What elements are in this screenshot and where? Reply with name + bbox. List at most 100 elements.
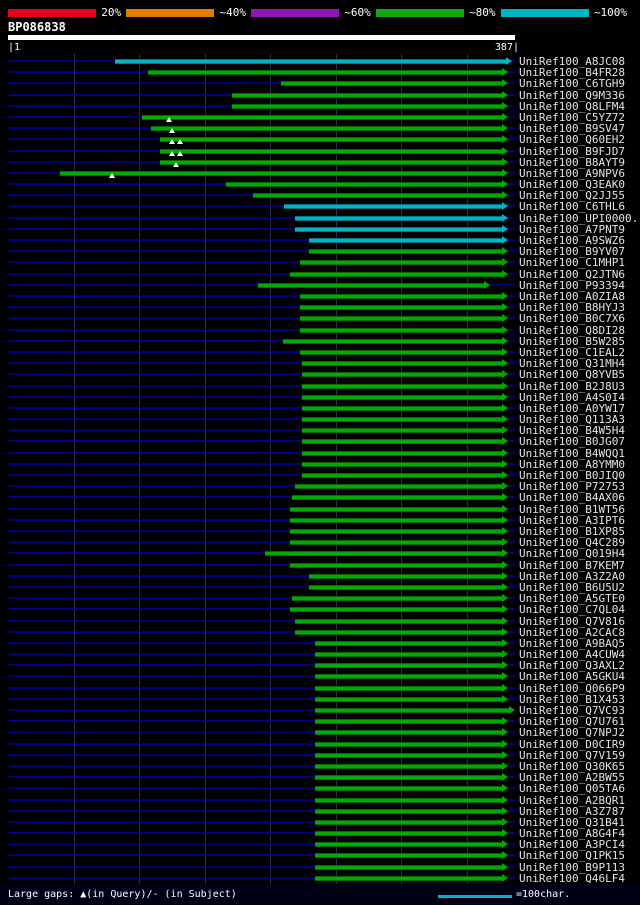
hsp-arrowhead-icon[interactable] bbox=[502, 638, 509, 647]
hsp-arrowhead-icon[interactable] bbox=[502, 817, 509, 826]
hsp-bar[interactable] bbox=[314, 808, 503, 814]
hsp-bar[interactable] bbox=[160, 148, 503, 154]
hsp-arrowhead-icon[interactable] bbox=[502, 806, 509, 815]
hsp-bar[interactable] bbox=[300, 327, 503, 333]
hsp-arrowhead-icon[interactable] bbox=[502, 202, 509, 211]
hsp-arrowhead-icon[interactable] bbox=[502, 694, 509, 703]
hsp-bar[interactable] bbox=[314, 652, 503, 658]
hsp-arrowhead-icon[interactable] bbox=[502, 79, 509, 88]
hit-label[interactable]: UniRef100_Q30K65 bbox=[519, 759, 625, 773]
hsp-arrowhead-icon[interactable] bbox=[509, 706, 515, 715]
hit-label[interactable]: UniRef100_A3Z787 bbox=[519, 804, 625, 818]
hit-label[interactable]: UniRef100_B1XP85 bbox=[519, 524, 625, 538]
hsp-bar[interactable] bbox=[253, 193, 503, 199]
hit-label[interactable]: UniRef100_A8G4F4 bbox=[519, 827, 625, 841]
hsp-arrowhead-icon[interactable] bbox=[502, 862, 509, 871]
hsp-bar[interactable] bbox=[289, 517, 503, 523]
hit-label[interactable]: UniRef100_B4FR28 bbox=[519, 66, 625, 80]
hsp-arrowhead-icon[interactable] bbox=[502, 515, 509, 524]
hit-label[interactable]: UniRef100_A9NPV6 bbox=[519, 166, 625, 180]
hit-label[interactable]: UniRef100_A3Z2A0 bbox=[519, 569, 625, 583]
hsp-bar[interactable] bbox=[314, 864, 503, 870]
hsp-arrowhead-icon[interactable] bbox=[502, 683, 509, 692]
hit-label[interactable]: UniRef100_C6THL6 bbox=[519, 200, 625, 214]
hit-label[interactable]: UniRef100_P93394 bbox=[519, 278, 625, 292]
hsp-arrowhead-icon[interactable] bbox=[502, 213, 509, 222]
hit-label[interactable]: UniRef100_A8JC08 bbox=[519, 55, 625, 68]
hit-label[interactable]: UniRef100_A9BAQ5 bbox=[519, 636, 625, 650]
hsp-bar[interactable] bbox=[115, 59, 507, 64]
hsp-arrowhead-icon[interactable] bbox=[502, 247, 509, 256]
hit-label[interactable]: UniRef100_B8HYJ3 bbox=[519, 301, 625, 315]
hsp-bar[interactable] bbox=[314, 663, 503, 669]
hsp-bar[interactable] bbox=[314, 741, 503, 747]
hit-label[interactable]: UniRef100_B1WT56 bbox=[519, 502, 625, 516]
hsp-arrowhead-icon[interactable] bbox=[502, 605, 509, 614]
hsp-bar[interactable] bbox=[314, 819, 503, 825]
hit-label[interactable]: UniRef100_Q113A3 bbox=[519, 413, 625, 427]
hsp-bar[interactable] bbox=[314, 775, 503, 781]
hit-label[interactable]: UniRef100_A3PCI4 bbox=[519, 838, 625, 852]
hsp-bar[interactable] bbox=[300, 260, 503, 266]
hsp-bar[interactable] bbox=[300, 349, 503, 355]
hsp-arrowhead-icon[interactable] bbox=[502, 303, 509, 312]
hsp-bar[interactable] bbox=[294, 226, 503, 232]
hsp-arrowhead-icon[interactable] bbox=[502, 370, 509, 379]
hsp-arrowhead-icon[interactable] bbox=[502, 124, 509, 133]
hsp-bar[interactable] bbox=[301, 417, 503, 423]
hsp-arrowhead-icon[interactable] bbox=[502, 661, 509, 670]
hit-label[interactable]: UniRef100_Q2JTN6 bbox=[519, 267, 625, 281]
hsp-arrowhead-icon[interactable] bbox=[502, 112, 509, 121]
hsp-bar[interactable] bbox=[150, 126, 503, 132]
hsp-arrowhead-icon[interactable] bbox=[502, 168, 509, 177]
hit-label[interactable]: UniRef100_Q8DI28 bbox=[519, 323, 625, 337]
hsp-bar[interactable] bbox=[289, 562, 503, 568]
hsp-bar[interactable] bbox=[160, 159, 503, 165]
hit-label[interactable]: UniRef100_Q3AXL2 bbox=[519, 659, 625, 673]
hsp-bar[interactable] bbox=[301, 428, 503, 434]
hit-label[interactable]: UniRef100_B7KEM7 bbox=[519, 558, 625, 572]
hsp-bar[interactable] bbox=[314, 842, 503, 848]
hit-label[interactable]: UniRef100_B9FJD7 bbox=[519, 144, 625, 158]
hsp-bar[interactable] bbox=[141, 114, 503, 120]
hsp-bar[interactable] bbox=[289, 607, 503, 613]
hsp-bar[interactable] bbox=[300, 293, 503, 299]
hsp-arrowhead-icon[interactable] bbox=[502, 493, 509, 502]
hit-label[interactable]: UniRef100_A2BW55 bbox=[519, 771, 625, 785]
hsp-bar[interactable] bbox=[289, 540, 503, 546]
hit-label[interactable]: UniRef100_A2CAC8 bbox=[519, 625, 625, 639]
hit-label[interactable]: UniRef100_C7QL04 bbox=[519, 603, 625, 617]
hit-label[interactable]: UniRef100_A4CUW4 bbox=[519, 648, 625, 662]
hsp-bar[interactable] bbox=[60, 170, 503, 176]
hsp-arrowhead-icon[interactable] bbox=[502, 829, 509, 838]
hsp-arrowhead-icon[interactable] bbox=[502, 359, 509, 368]
hsp-bar[interactable] bbox=[284, 204, 503, 210]
hsp-bar[interactable] bbox=[289, 506, 503, 512]
hit-label[interactable]: UniRef100_A2BQR1 bbox=[519, 793, 625, 807]
hsp-arrowhead-icon[interactable] bbox=[502, 851, 509, 860]
hit-label[interactable]: UniRef100_UPI0000.. bbox=[519, 211, 640, 225]
hit-label[interactable]: UniRef100_A0ZIA8 bbox=[519, 289, 625, 303]
hsp-arrowhead-icon[interactable] bbox=[502, 594, 509, 603]
hsp-bar[interactable] bbox=[294, 484, 503, 490]
hsp-arrowhead-icon[interactable] bbox=[502, 68, 509, 77]
hsp-bar[interactable] bbox=[300, 316, 503, 322]
hsp-arrowhead-icon[interactable] bbox=[502, 717, 509, 726]
hsp-arrowhead-icon[interactable] bbox=[502, 236, 509, 245]
hsp-arrowhead-icon[interactable] bbox=[502, 773, 509, 782]
hsp-bar[interactable] bbox=[314, 786, 503, 792]
hsp-arrowhead-icon[interactable] bbox=[502, 258, 509, 267]
hsp-bar[interactable] bbox=[309, 249, 503, 255]
hsp-bar[interactable] bbox=[314, 674, 503, 680]
hsp-bar[interactable] bbox=[314, 853, 503, 859]
hit-label[interactable]: UniRef100_C1MHP1 bbox=[519, 256, 625, 270]
hit-label[interactable]: UniRef100_Q7U761 bbox=[519, 715, 625, 729]
hsp-arrowhead-icon[interactable] bbox=[502, 795, 509, 804]
hit-label[interactable]: UniRef100_Q05TA6 bbox=[519, 782, 625, 796]
hsp-bar[interactable] bbox=[301, 439, 503, 445]
hsp-arrowhead-icon[interactable] bbox=[502, 616, 509, 625]
hsp-arrowhead-icon[interactable] bbox=[502, 504, 509, 513]
hit-label[interactable]: UniRef100_Q1PK15 bbox=[519, 849, 625, 863]
hsp-arrowhead-icon[interactable] bbox=[502, 840, 509, 849]
hsp-arrowhead-icon[interactable] bbox=[502, 415, 509, 424]
